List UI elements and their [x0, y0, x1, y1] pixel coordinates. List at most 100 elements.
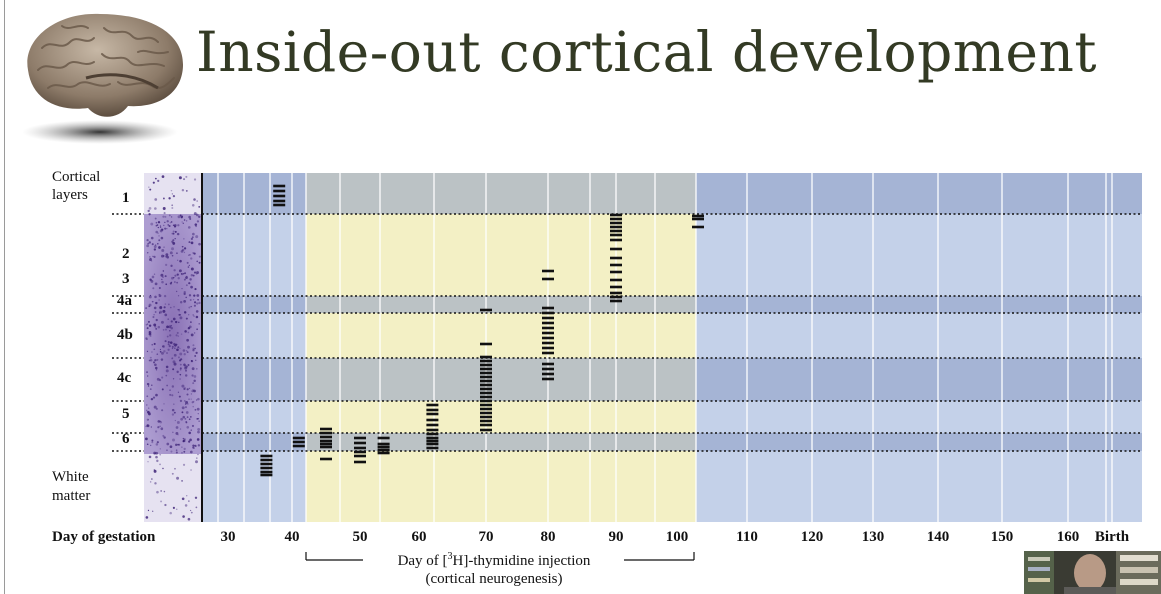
- cell-dot: [159, 226, 162, 228]
- layer-label-4c: 4c: [117, 370, 132, 386]
- marker-day-70-8: [480, 379, 492, 383]
- cell-dot: [179, 367, 182, 370]
- marker-day-80-7: [542, 331, 554, 335]
- marker-day-90-3: [610, 225, 622, 229]
- cell-dot: [159, 305, 163, 309]
- cell-dot: [147, 509, 150, 512]
- layer-label-5: 5: [122, 406, 130, 422]
- cell-dot: [155, 318, 158, 322]
- injection-label: Day of [3H]-thymidine injection: [398, 551, 591, 569]
- cell-dot: [154, 177, 157, 180]
- cell-dot: [193, 447, 195, 449]
- cell-dot: [164, 303, 167, 305]
- cell-dot: [190, 257, 193, 260]
- cell-dot: [153, 273, 156, 275]
- cell-dot: [173, 342, 176, 346]
- cell-dot: [189, 278, 192, 281]
- cell-dot: [166, 220, 169, 223]
- cell-dot: [162, 309, 166, 313]
- cell-dot: [178, 269, 182, 273]
- cell-dot: [185, 189, 188, 192]
- cell-dot: [158, 235, 160, 237]
- marker-day-70-9: [480, 383, 492, 387]
- x-tick-130: 130: [862, 529, 885, 545]
- cell-dot: [182, 437, 185, 440]
- cell-dot: [173, 353, 177, 357]
- cell-dot: [160, 490, 162, 492]
- marker-day-62-0: [426, 403, 439, 407]
- cell-dot: [171, 394, 174, 397]
- cell-dot: [174, 320, 178, 324]
- cell-dot: [185, 220, 188, 222]
- cell-dot: [156, 353, 159, 356]
- cell-dot: [191, 424, 195, 428]
- cell-dot: [146, 338, 148, 340]
- cell-dot: [148, 324, 152, 327]
- marker-day-90-15: [610, 299, 622, 303]
- cell-dot: [173, 223, 177, 227]
- cell-dot: [181, 497, 185, 501]
- cell-dot: [164, 313, 168, 317]
- marker-day-70-1: [480, 342, 492, 346]
- marker-day-50-0: [354, 436, 366, 440]
- x-tick-100: 100: [666, 529, 689, 545]
- marker-day-62-6: [426, 432, 439, 436]
- cell-dot: [197, 298, 199, 301]
- cell-dot: [198, 420, 200, 422]
- layer-boundaries: [112, 213, 1142, 452]
- cell-dot: [193, 294, 196, 297]
- cell-dot: [198, 301, 201, 305]
- cell-dot: [179, 359, 182, 362]
- marker-day-36-4: [260, 470, 273, 474]
- cell-dot: [187, 364, 190, 367]
- cell-dot: [175, 443, 178, 447]
- cell-dot: [183, 387, 187, 390]
- marker-day-70-17: [480, 415, 492, 419]
- cell-dot: [181, 446, 183, 448]
- cell-dot: [182, 222, 184, 225]
- cell-dot: [149, 358, 153, 362]
- cell-dot: [149, 256, 151, 258]
- cell-dot: [191, 204, 195, 207]
- cell-dot: [181, 245, 184, 248]
- marker-day-54-3: [377, 448, 390, 452]
- cell-dot: [162, 328, 165, 331]
- cell-dot: [156, 490, 159, 494]
- cell-dot: [148, 305, 151, 308]
- cell-dot: [192, 349, 195, 352]
- cell-dot: [191, 390, 194, 393]
- cell-dot: [190, 429, 192, 431]
- cell-dot: [176, 252, 178, 254]
- cell-dot: [188, 241, 191, 244]
- cell-dot: [176, 273, 179, 276]
- cell-dot: [187, 266, 190, 268]
- cell-dot: [196, 294, 200, 297]
- cell-dot: [176, 232, 180, 236]
- cell-dot: [167, 303, 170, 306]
- cell-dot: [171, 254, 174, 257]
- cell-dot: [195, 273, 198, 275]
- marker-day-45-5: [320, 445, 332, 449]
- cell-dot: [190, 469, 192, 471]
- cell-dot: [147, 385, 150, 387]
- cell-dot: [168, 224, 171, 228]
- cell-dot: [198, 323, 200, 325]
- cell-dot: [173, 305, 175, 308]
- cell-dot: [185, 317, 188, 320]
- cell-dot: [179, 368, 182, 371]
- marker-day-90-2: [610, 221, 622, 225]
- cell-dot: [196, 328, 198, 331]
- cell-dot: [148, 332, 152, 336]
- marker-day-70-13: [480, 399, 492, 403]
- cell-dot: [180, 250, 184, 253]
- cell-dot: [181, 221, 183, 223]
- cell-dot: [190, 398, 192, 400]
- cell-dot: [183, 219, 186, 221]
- cell-dot: [157, 325, 161, 329]
- cell-dot: [181, 411, 184, 414]
- cell-dot: [160, 351, 164, 355]
- layer-label-2: 2: [122, 246, 130, 262]
- cell-dot: [192, 400, 195, 403]
- layer-label-4b: 4b: [117, 327, 133, 343]
- marker-day-62-10: [426, 446, 439, 450]
